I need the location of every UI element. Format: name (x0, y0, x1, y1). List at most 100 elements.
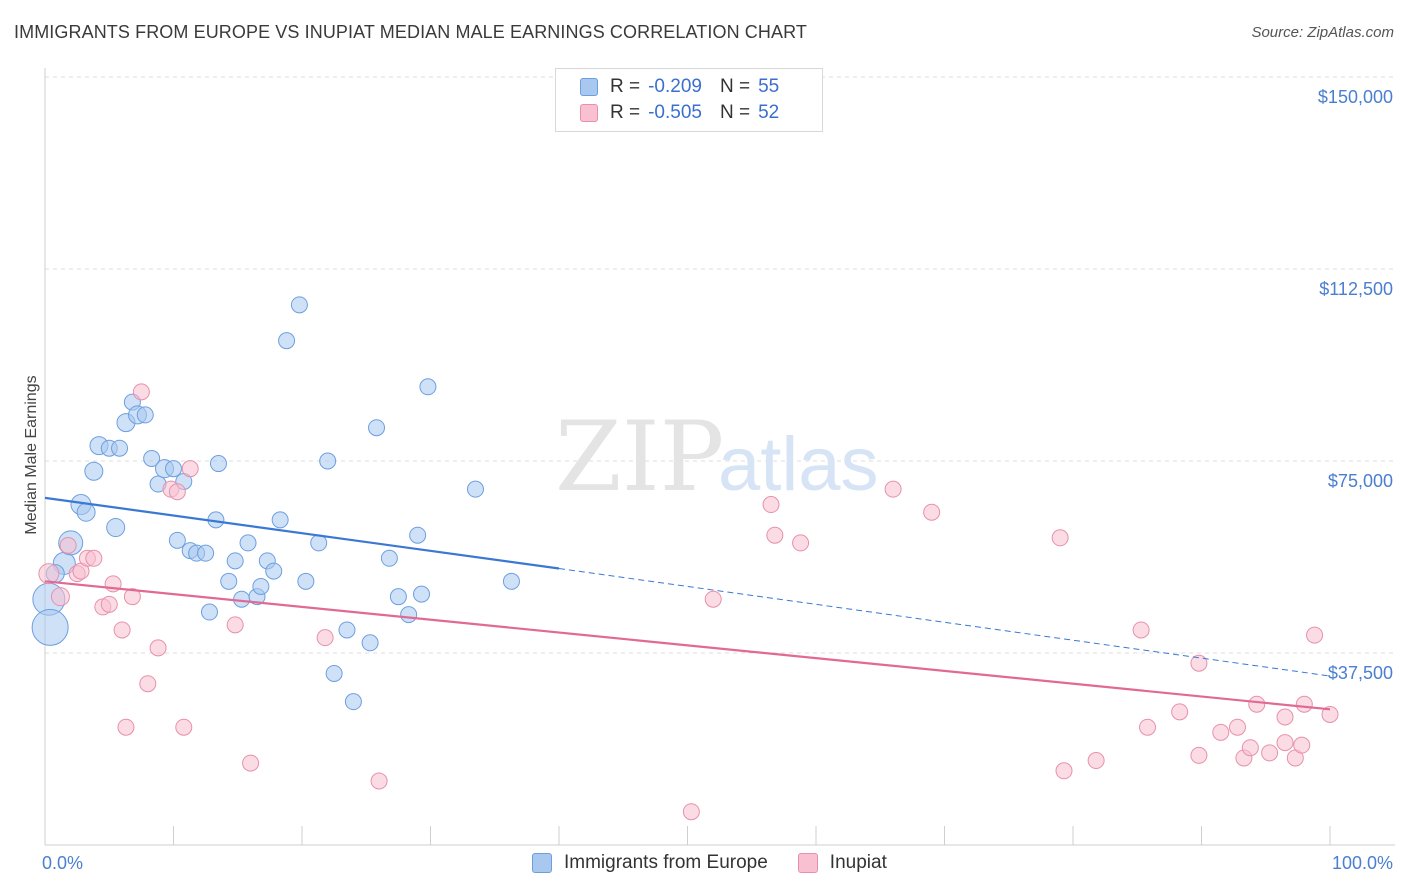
x-tick-label: 100.0% (1332, 853, 1393, 873)
point-inupiat (1306, 626, 1324, 644)
point-inupiat (1241, 739, 1259, 757)
point-inupiat (1051, 529, 1069, 547)
series-legend-europe[interactable]: Immigrants from Europe (532, 852, 768, 874)
series-label-inupiat: Inupiat (829, 852, 887, 873)
y-tick-label: $150,000 (1318, 87, 1393, 107)
point-europe (200, 603, 218, 621)
y-tick-label: $37,500 (1328, 663, 1393, 683)
point-europe (76, 502, 96, 522)
point-europe (226, 552, 244, 570)
point-europe (344, 693, 362, 711)
point-europe (239, 534, 257, 552)
point-inupiat (370, 772, 388, 790)
legend-n-value: 52 (758, 102, 780, 123)
point-inupiat (1276, 734, 1294, 752)
point-europe (197, 544, 215, 562)
legend-n-value: 55 (758, 76, 780, 97)
legend-r-label: R = (610, 102, 641, 123)
point-inupiat (1276, 708, 1294, 726)
point-europe (290, 296, 308, 314)
point-europe (31, 608, 69, 646)
point-inupiat (704, 590, 722, 608)
point-inupiat (1293, 736, 1311, 754)
point-inupiat (226, 616, 244, 634)
point-inupiat (175, 718, 193, 736)
legend-row-inupiat: R = -0.505 N = 52 (580, 101, 779, 125)
axes (44, 68, 1395, 846)
point-inupiat (1248, 695, 1266, 713)
point-europe (220, 572, 238, 590)
series-swatch-inupiat (797, 853, 818, 873)
point-europe (165, 460, 182, 478)
point-europe (271, 511, 289, 529)
grid-lines (45, 76, 1395, 654)
series-label-europe: Immigrants from Europe (564, 852, 768, 873)
legend-n-label: N = (719, 76, 751, 97)
series-legend: Immigrants from Europe Inupiat (532, 852, 917, 874)
point-inupiat (1190, 654, 1208, 672)
point-inupiat (132, 383, 150, 401)
point-europe (361, 634, 379, 652)
point-europe (409, 526, 427, 544)
point-europe (111, 439, 129, 457)
point-europe (233, 590, 251, 608)
point-europe (136, 406, 154, 424)
point-inupiat (1132, 621, 1150, 639)
legend-r-label: R = (610, 76, 641, 97)
point-europe (380, 549, 398, 567)
point-europe (319, 452, 337, 470)
series-legend-inupiat[interactable]: Inupiat (797, 852, 887, 874)
trend-line-inupiat (44, 580, 1331, 711)
point-inupiat (85, 549, 103, 567)
legend-row-europe: R = -0.209 N = 55 (580, 75, 779, 99)
point-inupiat (50, 587, 70, 607)
data-points (31, 296, 1339, 821)
point-europe (106, 518, 126, 538)
watermark-atlas: atlas (718, 422, 879, 507)
point-inupiat (884, 480, 902, 498)
point-europe (252, 577, 270, 595)
series-swatch-europe (532, 853, 552, 873)
legend-swatch-europe (580, 78, 598, 96)
trend-line-europe (44, 496, 560, 570)
x-tick-labels: 0.0% 100.0% (42, 853, 1393, 873)
point-europe (368, 419, 386, 437)
point-inupiat (1228, 718, 1246, 736)
point-inupiat (1190, 746, 1208, 764)
trend-line-europe-extension (558, 568, 1331, 677)
point-europe (466, 480, 484, 498)
point-inupiat (139, 675, 157, 693)
y-tick-label: $112,500 (1319, 279, 1393, 299)
point-inupiat (1055, 762, 1073, 780)
point-inupiat (113, 621, 131, 639)
legend-swatch-inupiat (580, 104, 598, 122)
point-europe (278, 332, 296, 350)
point-inupiat (168, 483, 186, 501)
point-inupiat (1139, 718, 1157, 736)
point-europe (400, 606, 418, 624)
point-inupiat (792, 534, 810, 552)
point-europe (338, 621, 356, 639)
point-inupiat (242, 754, 260, 772)
point-europe (265, 562, 283, 580)
point-inupiat (1295, 695, 1313, 713)
point-inupiat (1171, 703, 1189, 721)
y-axis-label: Median Male Earnings (23, 375, 40, 534)
point-inupiat (316, 629, 334, 647)
point-europe (297, 572, 315, 590)
point-europe (209, 455, 227, 473)
point-inupiat (1321, 705, 1339, 723)
correlation-legend: R = -0.209 N = 55 R = -0.505 N = 52 (555, 68, 823, 132)
x-tick-label: 0.0% (42, 853, 83, 873)
point-inupiat (149, 639, 167, 657)
trend-lines (44, 496, 1331, 711)
point-europe (389, 588, 407, 606)
point-europe (143, 449, 161, 467)
legend-r-value: -0.209 (648, 76, 702, 97)
point-europe (419, 378, 437, 396)
chart-source: Source: ZipAtlas.com (1251, 24, 1394, 41)
watermark-zip: ZIP (555, 401, 724, 513)
point-europe (325, 664, 343, 682)
